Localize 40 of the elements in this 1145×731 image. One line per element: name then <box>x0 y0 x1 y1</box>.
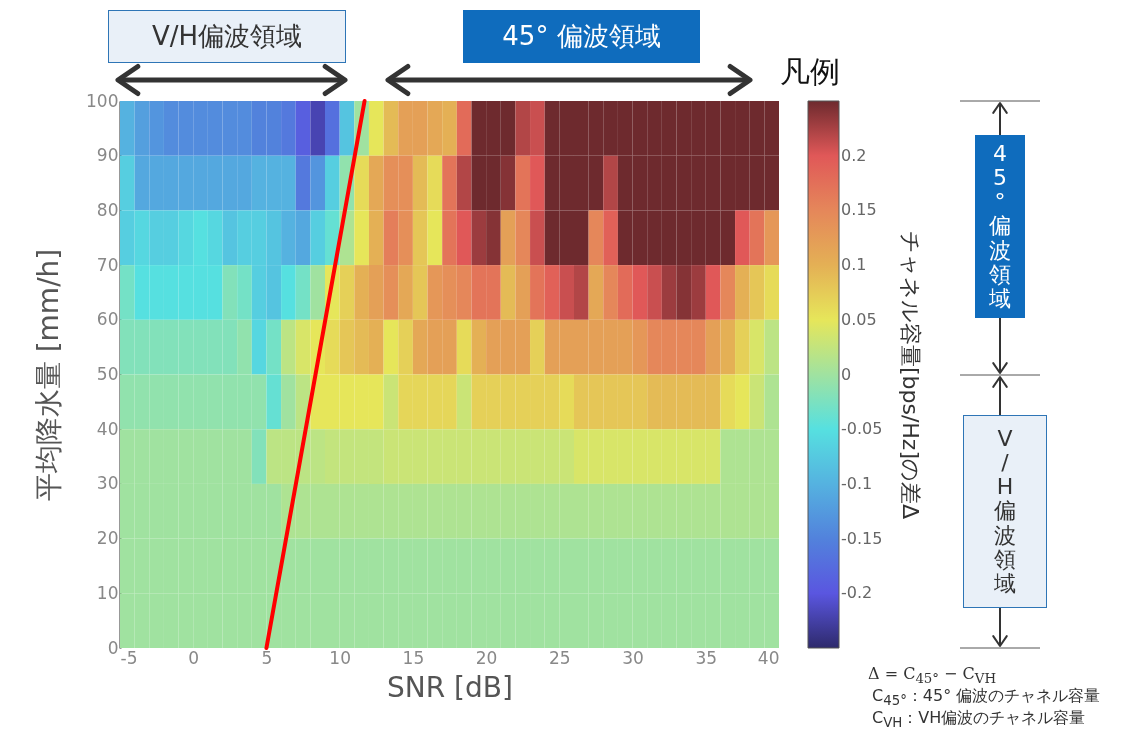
text: 凡例 <box>780 53 840 91</box>
x-tick-label: 0 <box>188 647 200 668</box>
color-bar-label: 0.15 <box>841 200 877 220</box>
y-tick-label: 70 <box>96 254 119 275</box>
y-tick-label: 30 <box>96 473 119 494</box>
y-tick-label: 80 <box>96 199 119 220</box>
color-bar-label: -0.1 <box>841 473 873 493</box>
x-tick-label: 10 <box>329 647 351 668</box>
color-bar-label: -0.2 <box>841 583 873 603</box>
x-tick-label: 5 <box>261 647 273 668</box>
x-tick-label: -5 <box>120 647 138 668</box>
y-axis-title: 平均降水量 [mm/h] <box>32 248 66 502</box>
color-bar-label: -0.15 <box>841 528 883 548</box>
y-tick-label: 90 <box>96 145 119 166</box>
x-axis-title: SNR [dB] <box>387 670 513 704</box>
x-tick-label: 15 <box>402 647 425 668</box>
x-tick-label: 35 <box>695 647 718 668</box>
color-bar-label: 0.05 <box>841 309 877 329</box>
color-bar-label: 0.1 <box>841 255 867 275</box>
text: C$_{45°}$：45° 偏波のチャネル容量 <box>872 686 1101 709</box>
x-tick-label: 30 <box>622 647 644 668</box>
x-tick-label: 20 <box>475 647 498 668</box>
y-tick-label: 20 <box>96 528 119 549</box>
text: Δ = C$_{45°}$ − C$_{VH}$ <box>868 664 997 687</box>
y-tick-label: 40 <box>96 418 119 439</box>
text: C$_{VH}$：VH偏波のチャネル容量 <box>872 708 1086 731</box>
color-bar-label: -0.05 <box>841 419 883 439</box>
color-bar-title: チャネル容量[bps/Hz]の差Δ <box>898 230 923 520</box>
text: 45° 偏波領域 <box>989 140 1011 312</box>
text: 45° 偏波領域 <box>463 10 700 63</box>
color-bar-label: 0.2 <box>841 145 867 165</box>
x-tick-label: 25 <box>549 647 571 668</box>
y-tick-label: 60 <box>96 309 119 330</box>
x-tick-label: 40 <box>757 647 780 668</box>
text: V/H偏波領域 <box>108 10 346 63</box>
y-tick-label: 100 <box>86 90 119 111</box>
y-tick-label: 50 <box>96 364 119 384</box>
color-bar-label: 0 <box>841 364 852 384</box>
text: V/H偏波領域 <box>994 425 1016 597</box>
y-tick-label: 10 <box>96 582 119 603</box>
